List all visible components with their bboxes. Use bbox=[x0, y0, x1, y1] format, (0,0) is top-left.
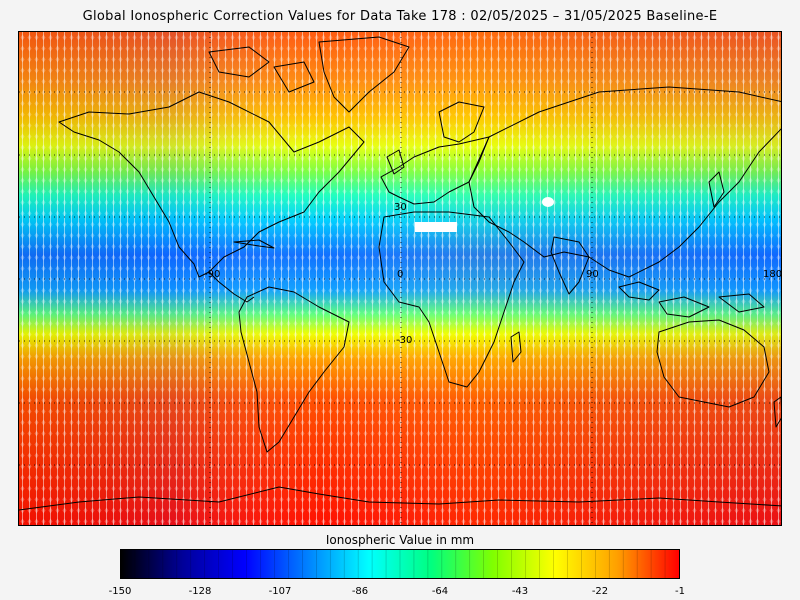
map-canvas bbox=[19, 32, 781, 525]
coastlines bbox=[19, 36, 781, 511]
lon-label-minus90: -90 bbox=[204, 269, 221, 280]
colorbar-tick-label: -150 bbox=[108, 586, 132, 597]
ionospheric-map: 30 0 -30 -90 90 180 bbox=[18, 31, 782, 526]
colorbar-tick-label: -22 bbox=[591, 586, 609, 597]
lon-label-90: 90 bbox=[586, 269, 599, 280]
colorbar-gradient bbox=[121, 550, 679, 578]
colorbar-tick-label: -1 bbox=[675, 586, 685, 597]
colorbar-title: Ionospheric Value in mm bbox=[325, 533, 475, 547]
colorbar-tick-label: -43 bbox=[511, 586, 529, 597]
lat-label-30: 30 bbox=[394, 202, 407, 213]
nodata-patch bbox=[415, 222, 457, 232]
lat-label-0: 0 bbox=[397, 269, 404, 280]
colorbar-tick-label: -107 bbox=[268, 586, 292, 597]
colorbar bbox=[120, 549, 680, 579]
chart-title: Global Ionospheric Correction Values for… bbox=[82, 9, 718, 24]
nodata-patch bbox=[542, 197, 554, 207]
colorbar-tick-label: -86 bbox=[351, 586, 369, 597]
colorbar-tick-label: -64 bbox=[431, 586, 449, 597]
lat-label-minus30: -30 bbox=[396, 335, 413, 346]
colorbar-tick-label: -128 bbox=[188, 586, 212, 597]
lon-label-180: 180 bbox=[763, 269, 782, 280]
satellite-tracks bbox=[19, 32, 781, 525]
